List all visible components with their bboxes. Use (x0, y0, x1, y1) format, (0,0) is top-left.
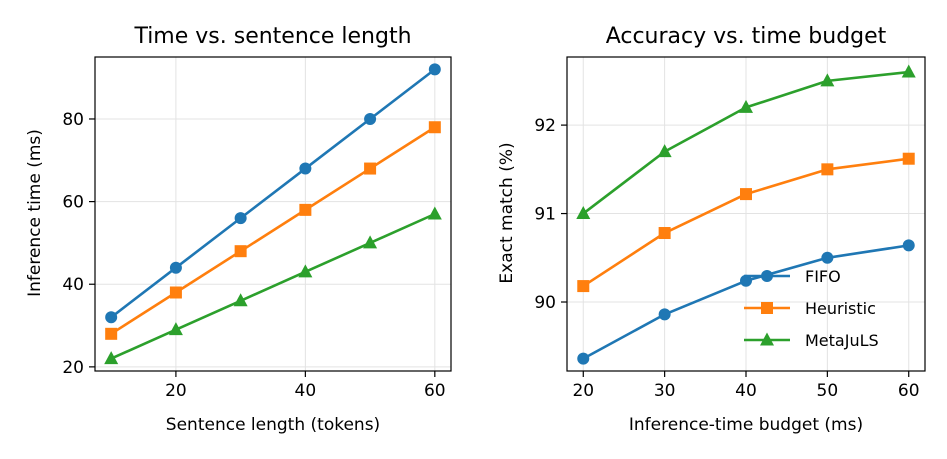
data-point (820, 73, 835, 87)
y-axis-label: Inference time (ms) (25, 129, 45, 297)
axes-frame (94, 56, 452, 372)
x-tick-label: 50 (817, 381, 839, 401)
data-point (104, 351, 119, 365)
data-point (427, 206, 442, 220)
legend-item: FIFO (744, 267, 841, 286)
legend-label: MetaJuLS (805, 331, 879, 350)
data-point (233, 293, 248, 307)
data-point (299, 203, 312, 216)
data-point (364, 162, 377, 175)
data-point (364, 112, 377, 125)
y-axis-label: Exact match (%) (497, 142, 517, 283)
legend-item: MetaJuLS (744, 331, 879, 350)
data-point (169, 261, 182, 274)
data-point (105, 327, 118, 340)
legend-item: Heuristic (744, 299, 876, 318)
chart-title: Accuracy vs. time budget (606, 24, 887, 49)
y-tick-label: 80 (62, 110, 84, 130)
y-tick-label: 90 (534, 293, 556, 313)
y-tick-label: 91 (534, 205, 556, 225)
data-point (577, 280, 590, 293)
data-point (299, 162, 312, 175)
data-point (740, 188, 752, 201)
legend-marker (761, 270, 773, 282)
x-tick-label: 30 (654, 381, 676, 401)
series-line (110, 126, 436, 335)
series-line (110, 68, 436, 319)
series-metajuls (104, 206, 442, 365)
x-tick-label: 60 (424, 381, 446, 401)
legend-marker (761, 302, 773, 314)
legend: FIFO Heuristic MetaJuLS (744, 267, 879, 350)
data-point (234, 212, 247, 225)
x-tick-label: 20 (165, 381, 187, 401)
series-heuristic (105, 121, 441, 340)
data-point (657, 144, 672, 158)
chart-accuracy-vs-budget: Accuracy vs. time budget Inference-time … (497, 24, 926, 435)
data-point (658, 308, 671, 321)
data-point (658, 227, 671, 240)
x-tick-label: 40 (735, 381, 757, 401)
data-point (739, 99, 753, 113)
data-point (901, 64, 916, 78)
x-tick-label: 20 (572, 381, 594, 401)
data-point (298, 264, 313, 278)
y-tick-label: 60 (62, 193, 84, 213)
x-tick-label: 40 (295, 381, 317, 401)
series-metajuls (576, 64, 916, 220)
chart-time-vs-length: Time vs. sentence length Sentence length… (25, 24, 452, 435)
data-point (577, 352, 590, 365)
series-fifo (577, 239, 915, 365)
data-point (902, 239, 915, 252)
data-point (902, 152, 915, 165)
y-tick-label: 40 (62, 275, 84, 295)
x-axis-label: Sentence length (tokens) (166, 415, 380, 435)
data-point (428, 121, 441, 134)
data-point (428, 63, 441, 76)
legend-label: Heuristic (805, 299, 876, 318)
data-point (363, 235, 378, 249)
data-point (169, 286, 182, 299)
data-point (821, 251, 834, 264)
legend-marker (760, 332, 774, 346)
data-point (740, 274, 752, 287)
data-point (168, 322, 183, 336)
data-point (105, 311, 118, 324)
x-axis-label: Inference-time budget (ms) (629, 415, 863, 435)
chart-title: Time vs. sentence length (133, 24, 411, 49)
series-fifo (105, 63, 441, 324)
data-point (234, 245, 247, 258)
series-line (110, 212, 436, 360)
data-point (576, 206, 591, 220)
y-tick-label: 20 (62, 358, 84, 378)
grid (95, 57, 451, 371)
x-tick-label: 60 (898, 381, 920, 401)
legend-label: FIFO (805, 267, 841, 286)
y-tick-label: 92 (534, 116, 556, 136)
data-point (821, 163, 834, 176)
series-heuristic (577, 152, 915, 293)
